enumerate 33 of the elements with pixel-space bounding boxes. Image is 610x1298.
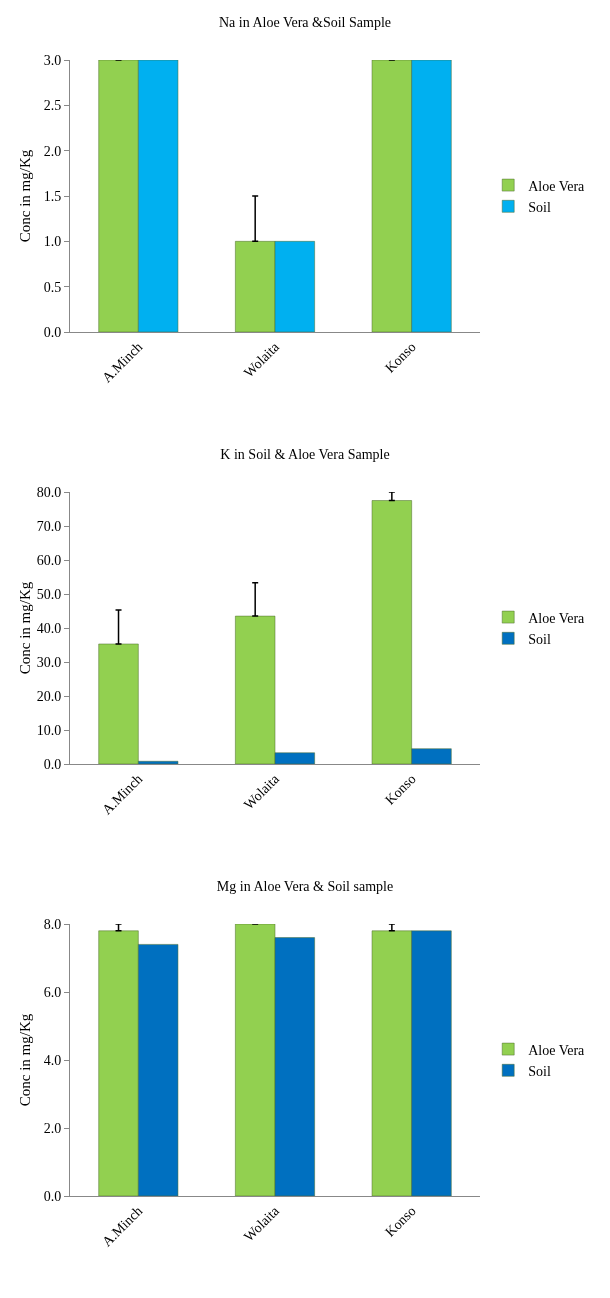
y-tick-label: 4.0 — [43, 1052, 62, 1068]
chart-title: K in Soil & Aloe Vera Sample — [220, 447, 390, 463]
y-tick-label: 1.5 — [43, 188, 62, 204]
y-axis-title: Conc in mg/Kg — [17, 1013, 33, 1107]
y-tick-label: 80.0 — [36, 484, 62, 500]
y-tick-label: 0.0 — [43, 756, 62, 772]
y-tick-label: 20.0 — [36, 688, 62, 704]
y-tick-label: 1.0 — [43, 234, 62, 250]
y-tick-label: 6.0 — [43, 984, 62, 1000]
y-axis-title: Conc in mg/Kg — [17, 581, 33, 675]
y-tick-label: 2.0 — [43, 143, 62, 159]
y-tick-label: 2.5 — [43, 98, 62, 114]
legend-label: Aloe Vera — [528, 1042, 586, 1058]
y-tick-label: 50.0 — [36, 586, 62, 602]
y-tick-label: 10.0 — [36, 722, 62, 738]
legend-label: Aloe Vera — [528, 178, 586, 194]
y-tick-label: 8.0 — [43, 916, 62, 932]
legend-label: Soil — [528, 1063, 551, 1079]
y-tick-label: 30.0 — [36, 654, 62, 670]
y-tick-label: 0.5 — [43, 279, 62, 295]
y-axis-title: Conc in mg/Kg — [17, 149, 33, 243]
chart-title: Na in Aloe Vera &Soil Sample — [219, 15, 391, 31]
y-tick-label: 3.0 — [43, 52, 62, 68]
y-tick-label: 0.0 — [43, 1188, 62, 1204]
chart-title: Mg in Aloe Vera & Soil sample — [216, 879, 394, 895]
legend-label: Aloe Vera — [528, 610, 586, 626]
y-tick-label: 40.0 — [36, 620, 62, 636]
y-tick-label: 70.0 — [36, 518, 62, 534]
y-tick-label: 2.0 — [43, 1120, 62, 1136]
legend-label: Soil — [528, 631, 551, 647]
legend-label: Soil — [528, 199, 551, 215]
y-tick-label: 60.0 — [36, 552, 62, 568]
y-tick-label: 0.0 — [43, 324, 62, 340]
